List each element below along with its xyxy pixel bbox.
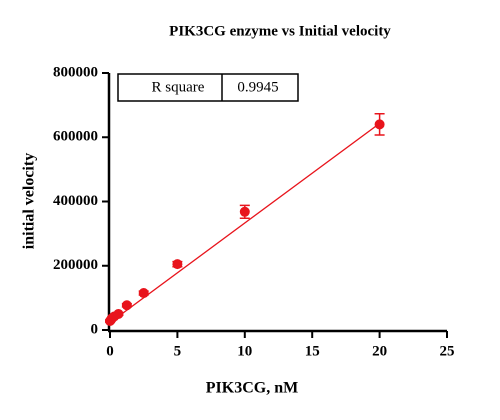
point [239, 206, 250, 217]
x-tick-label: 25 [440, 343, 455, 359]
table-label: R square [152, 79, 205, 95]
point [121, 300, 132, 311]
x-tick-label: 15 [305, 343, 320, 359]
point [113, 308, 124, 319]
table-value: 0.9945 [237, 79, 278, 95]
y-axis-label: initial velocity [21, 153, 38, 249]
table-box [117, 73, 299, 102]
fit-line [109, 122, 380, 324]
y-tick-label: 0 [91, 321, 99, 337]
x-tick-label: 5 [174, 343, 182, 359]
y-tick-label: 200000 [53, 257, 98, 273]
point [172, 259, 183, 270]
y-tick-label: 400000 [53, 193, 98, 209]
x-tick-label: 10 [237, 343, 252, 359]
chart-title: PIK3CG enzyme vs Initial velocity [169, 23, 391, 39]
y-tick-label: 800000 [53, 64, 98, 80]
stats-table: R square 0.9945 [117, 73, 299, 102]
x-tick-label: 0 [106, 343, 114, 359]
point [374, 119, 385, 130]
x-tick-label: 20 [372, 343, 387, 359]
point [138, 288, 149, 299]
y-tick-label: 600000 [53, 129, 98, 145]
x-axis-label: PIK3CG, nM [206, 380, 298, 397]
